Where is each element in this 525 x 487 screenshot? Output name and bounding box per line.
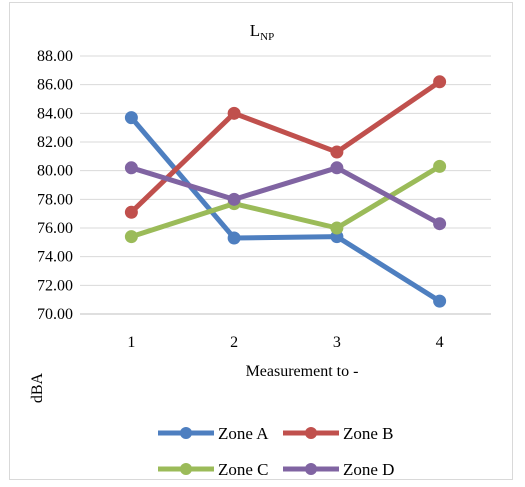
- x-tick-label: 2: [230, 334, 238, 351]
- legend-marker: [305, 463, 317, 475]
- series-line: [128, 115, 443, 304]
- legend-label: Zone B: [343, 424, 394, 443]
- axes: 70.00 72.00 74.00 76.00 78.00 80.00 82.00 84.00…: [37, 48, 491, 351]
- data-point: [227, 192, 241, 206]
- data-point: [227, 231, 241, 245]
- legend-label: Zone D: [343, 460, 394, 479]
- legend-marker: [180, 463, 192, 475]
- data-point: [330, 221, 344, 235]
- legend-marker: [180, 427, 192, 439]
- chart-frame: [9, 2, 513, 480]
- chart-title: LNP: [250, 21, 274, 43]
- data-point: [433, 217, 447, 231]
- data-point: [124, 230, 138, 244]
- chart-title-main: L: [250, 21, 260, 40]
- y-tick-label: 74.00: [37, 249, 73, 266]
- y-tick-label: 76.00: [37, 220, 73, 237]
- series-lines: [124, 75, 447, 308]
- x-tick-label: 1: [127, 334, 135, 351]
- y-tick-label: 86.00: [37, 77, 73, 94]
- series-line: [128, 163, 443, 240]
- legend-marker: [305, 427, 317, 439]
- y-tick-label: 88.00: [37, 48, 73, 65]
- data-point: [227, 106, 241, 120]
- x-tick-label: 4: [436, 334, 444, 351]
- y-tick-label: 72.00: [37, 277, 73, 294]
- data-point: [330, 145, 344, 159]
- y-axis-title: dBA: [29, 372, 46, 403]
- data-point: [433, 294, 447, 308]
- data-point: [433, 159, 447, 173]
- gridlines: [80, 55, 491, 286]
- chart-title-subscript: NP: [260, 31, 274, 43]
- legend-label: Zone A: [218, 424, 269, 443]
- y-tick-label: 70.00: [37, 306, 73, 323]
- series-line: [128, 79, 443, 215]
- data-point: [124, 111, 138, 125]
- data-point: [124, 205, 138, 219]
- y-tick-label: 84.00: [37, 105, 73, 122]
- x-tick-label: 3: [333, 334, 341, 351]
- y-tick-label: 78.00: [37, 191, 73, 208]
- data-point: [433, 75, 447, 89]
- legend: Zone A Zone B Zone C Zone D: [158, 424, 394, 479]
- y-tick-label: 80.00: [37, 163, 73, 180]
- x-axis-title: Measurement to -: [246, 363, 359, 380]
- data-point: [124, 161, 138, 175]
- y-tick-label: 82.00: [37, 134, 73, 151]
- legend-label: Zone C: [218, 460, 269, 479]
- data-point: [330, 161, 344, 175]
- series-line: [128, 165, 443, 227]
